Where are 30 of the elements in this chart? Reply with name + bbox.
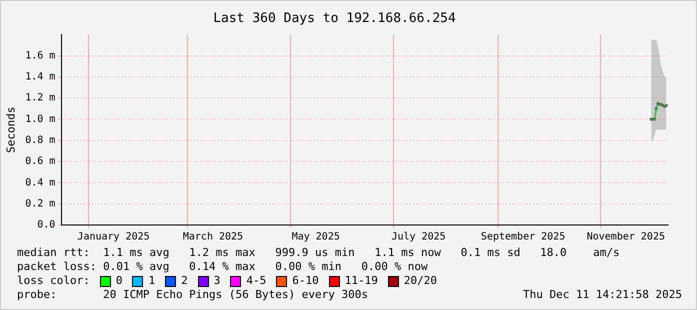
y-tick-label: 0.6 m [25,156,56,168]
text: 0 [116,274,122,288]
y-axis-title: Seconds [4,106,18,153]
y-tick-label: 0.0 [37,220,56,231]
text: 1 [148,274,156,288]
y-tick-label: 0.4 m [25,177,56,188]
x-tick-label: November 2025 [586,232,666,243]
x-tick-label: September 2025 [480,232,566,243]
text: Thu Dec 11 14:21:58 2025 [523,288,682,302]
x-tick-label: March 2025 [182,232,244,243]
text: median rtt: 1.1 ms avg 1.2 ms max 999.9 us min 1.1 ms now 0.1 ms sd 18.0 am/s [17,246,621,260]
text: 4-5 [246,274,266,288]
x-tick-label: January 2025 [77,232,150,243]
text: 20/20 [404,274,437,288]
y-tick-label: 1.0 m [25,114,56,125]
text: 3 [214,274,220,288]
x-tick-label: May 2025 [292,232,340,243]
y-tick-label: 1.2 m [25,92,56,104]
text: 11-19 [344,274,378,288]
text: 6-10 [292,274,319,288]
text: packet loss: 0.01 % avg 0.14 % max 0.00 % min 0.00 % now [17,260,429,274]
y-tick-label: 0.2 m [25,198,56,210]
text: 2 [181,274,188,288]
y-tick-label: 0.8 m [25,134,56,146]
y-tick-label: 1.4 m [25,72,56,83]
y-tick-label: 1.6 m [25,50,56,62]
text: loss color: [17,274,90,288]
chart-title: Last 360 Days to 192.168.66.254 [213,11,456,26]
text: probe: 20 ICMP Echo Pings (56 Bytes) every 300s [17,288,368,302]
x-tick-label: July 2025 [391,232,446,243]
